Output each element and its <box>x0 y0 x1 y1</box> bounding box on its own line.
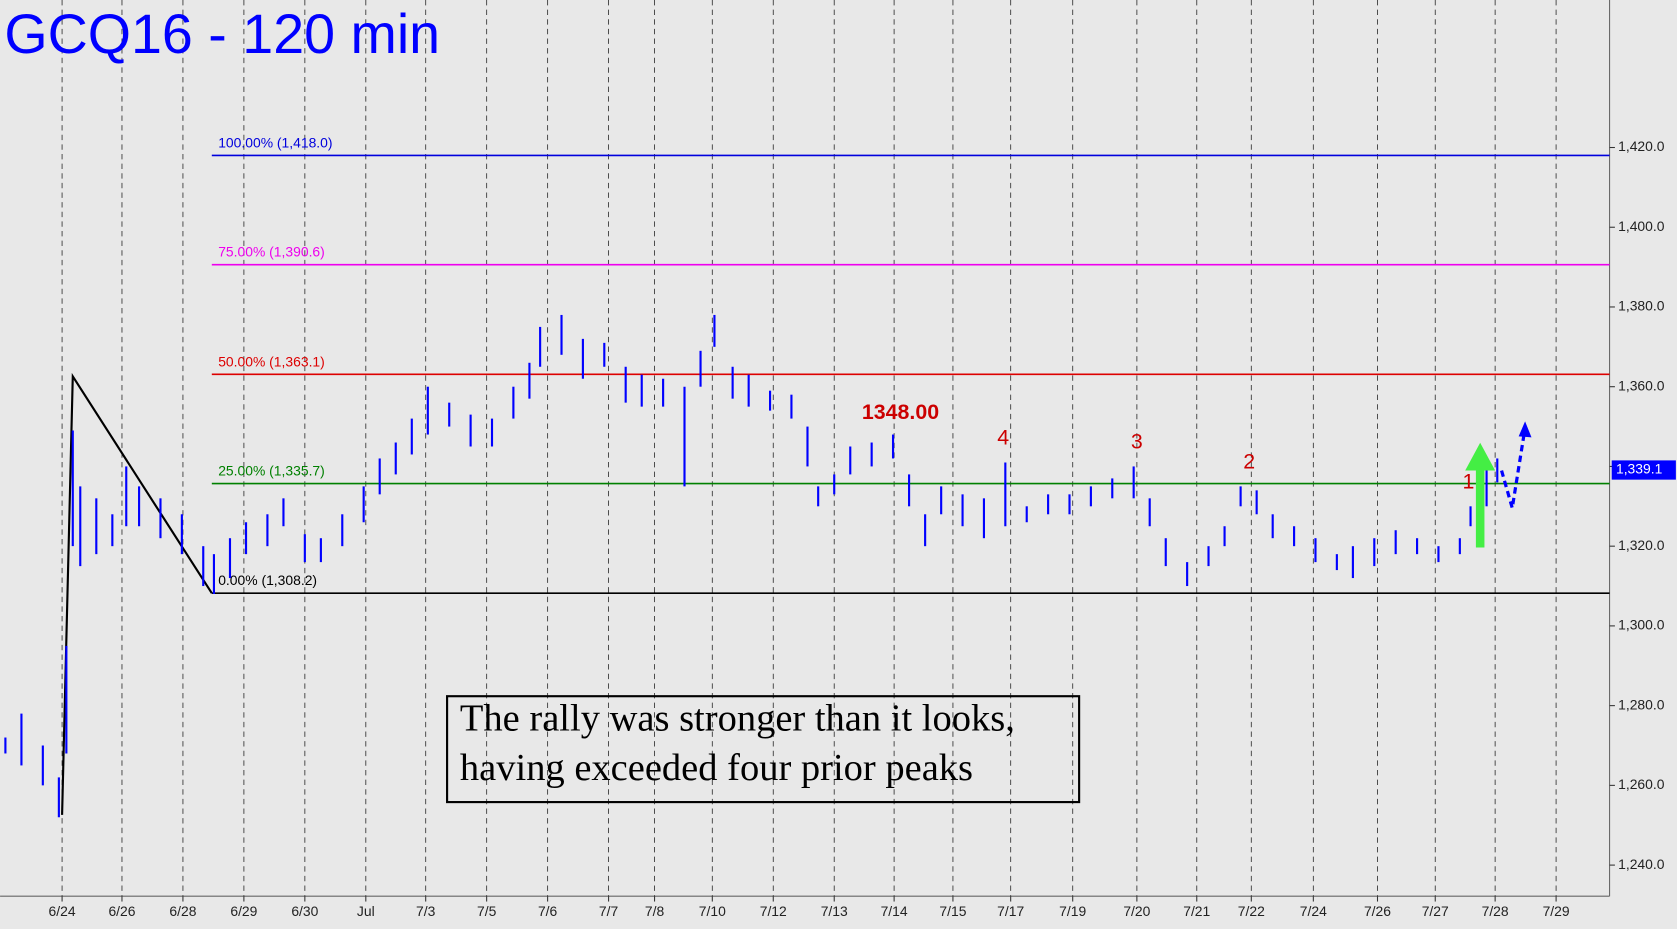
fib-label: 75.00% (1,390.6) <box>218 244 325 260</box>
x-tick-label: 6/26 <box>108 903 135 919</box>
x-tick-label: 7/6 <box>538 903 558 919</box>
x-tick-label: 7/24 <box>1300 903 1327 919</box>
x-tick-label: 7/12 <box>760 903 787 919</box>
y-tick-label: 1,320.0 <box>1618 537 1665 553</box>
x-tick-label: 7/29 <box>1543 903 1570 919</box>
x-tick-label: 7/5 <box>477 903 497 919</box>
fib-label: 100.00% (1,418.0) <box>218 134 332 150</box>
x-tick-label: 7/17 <box>997 903 1024 919</box>
note-line: The rally was stronger than it looks, <box>460 698 1015 740</box>
x-tick-label: 6/28 <box>169 903 196 919</box>
x-tick-label: 7/20 <box>1123 903 1150 919</box>
x-tick-label: 7/22 <box>1238 903 1265 919</box>
x-tick-label: Jul <box>357 903 375 919</box>
count-label: 1 <box>1462 469 1474 493</box>
x-tick-label: 6/30 <box>291 903 318 919</box>
y-tick-label: 1,380.0 <box>1618 298 1665 314</box>
x-tick-label: 7/13 <box>821 903 848 919</box>
fib-label: 25.00% (1,335.7) <box>218 462 325 478</box>
chart-title: GCQ16 - 120 min <box>4 3 440 65</box>
x-tick-label: 7/10 <box>699 903 726 919</box>
x-tick-label: 7/27 <box>1422 903 1449 919</box>
x-tick-label: 7/26 <box>1364 903 1391 919</box>
y-tick-label: 1,400.0 <box>1618 218 1665 234</box>
projection-arrow <box>1500 427 1527 509</box>
last-price-label: 1,339.1 <box>1616 461 1663 477</box>
x-tick-label: 6/24 <box>49 903 76 919</box>
x-tick-label: 7/19 <box>1059 903 1086 919</box>
count-label: 4 <box>997 426 1009 450</box>
count-label: 2 <box>1243 449 1255 473</box>
last-price-tag <box>1611 460 1676 480</box>
x-tick-label: 7/8 <box>645 903 665 919</box>
x-tick-label: 7/21 <box>1183 903 1210 919</box>
green-arrow <box>1465 442 1496 548</box>
x-tick-label: 7/15 <box>939 903 966 919</box>
y-tick-label: 1,360.0 <box>1618 377 1665 393</box>
y-tick-label: 1,240.0 <box>1618 856 1665 872</box>
projection-arrowhead <box>1518 421 1532 438</box>
peak-label: 1348.00 <box>862 400 939 424</box>
fib-label: 50.00% (1,363.1) <box>218 353 325 369</box>
x-tick-label: 6/29 <box>230 903 257 919</box>
plot: 6/24 6/26 6/28 6/29 6/30 Jul 7/3 7/5 7/6 7/7 7/8 7/… <box>4 0 1665 919</box>
x-tick-label: 7/7 <box>599 903 619 919</box>
x-tick-label: 7/3 <box>416 903 436 919</box>
y-tick-label: 1,420.0 <box>1618 138 1665 154</box>
note-line: having exceeded four prior peaks <box>460 747 973 789</box>
y-tick-label: 1,280.0 <box>1618 696 1665 712</box>
y-tick-label: 1,260.0 <box>1618 776 1665 792</box>
count-label: 3 <box>1131 430 1143 454</box>
note-box <box>446 695 1081 804</box>
y-tick-label: 1,300.0 <box>1618 617 1665 633</box>
fib-label: 0.00% (1,308.2) <box>218 572 317 588</box>
x-tick-label: 7/14 <box>881 903 908 919</box>
x-tick-label: 7/28 <box>1482 903 1509 919</box>
